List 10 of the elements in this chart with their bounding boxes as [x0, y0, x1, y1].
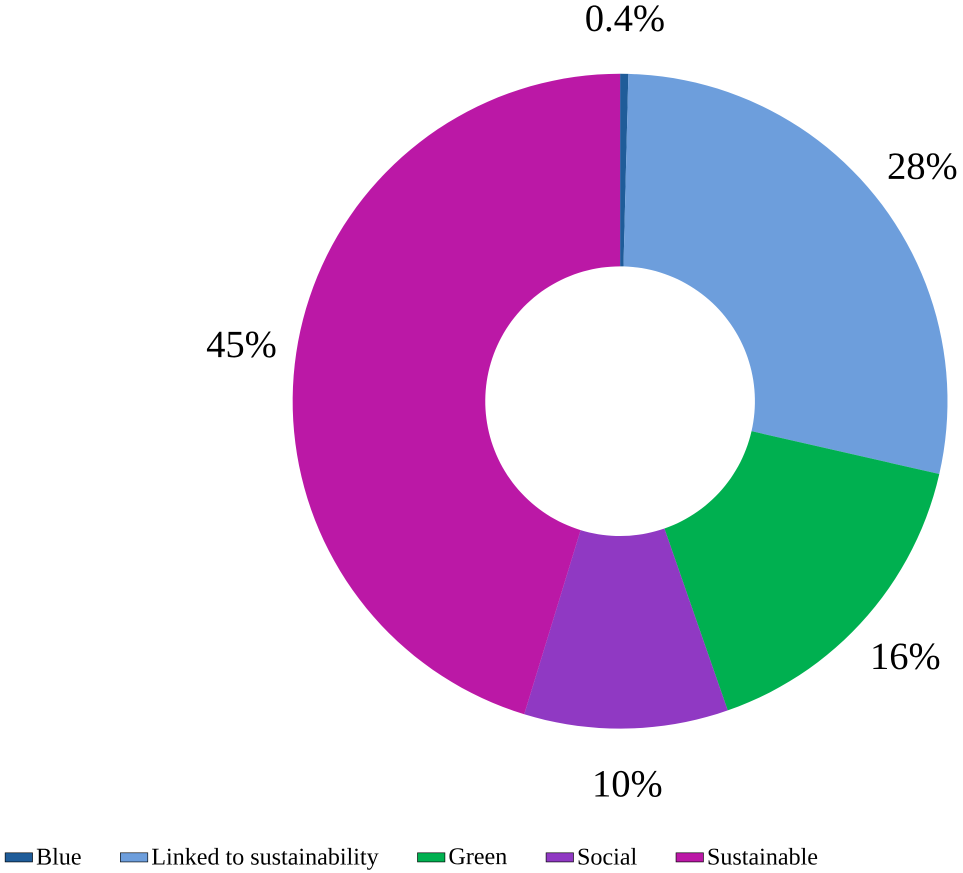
legend-label: Sustainable — [708, 848, 818, 865]
legend-label: Blue — [36, 848, 81, 865]
legend-label: Social — [578, 848, 637, 865]
data-label: 10% — [595, 770, 662, 797]
data-label: 45% — [206, 331, 276, 358]
legend-label: Green — [449, 848, 507, 864]
data-label: 0.4% — [586, 5, 664, 32]
legend-label: Linked to sustainability — [152, 848, 379, 870]
data-label: 28% — [888, 153, 956, 180]
data-label: 16% — [873, 643, 940, 670]
